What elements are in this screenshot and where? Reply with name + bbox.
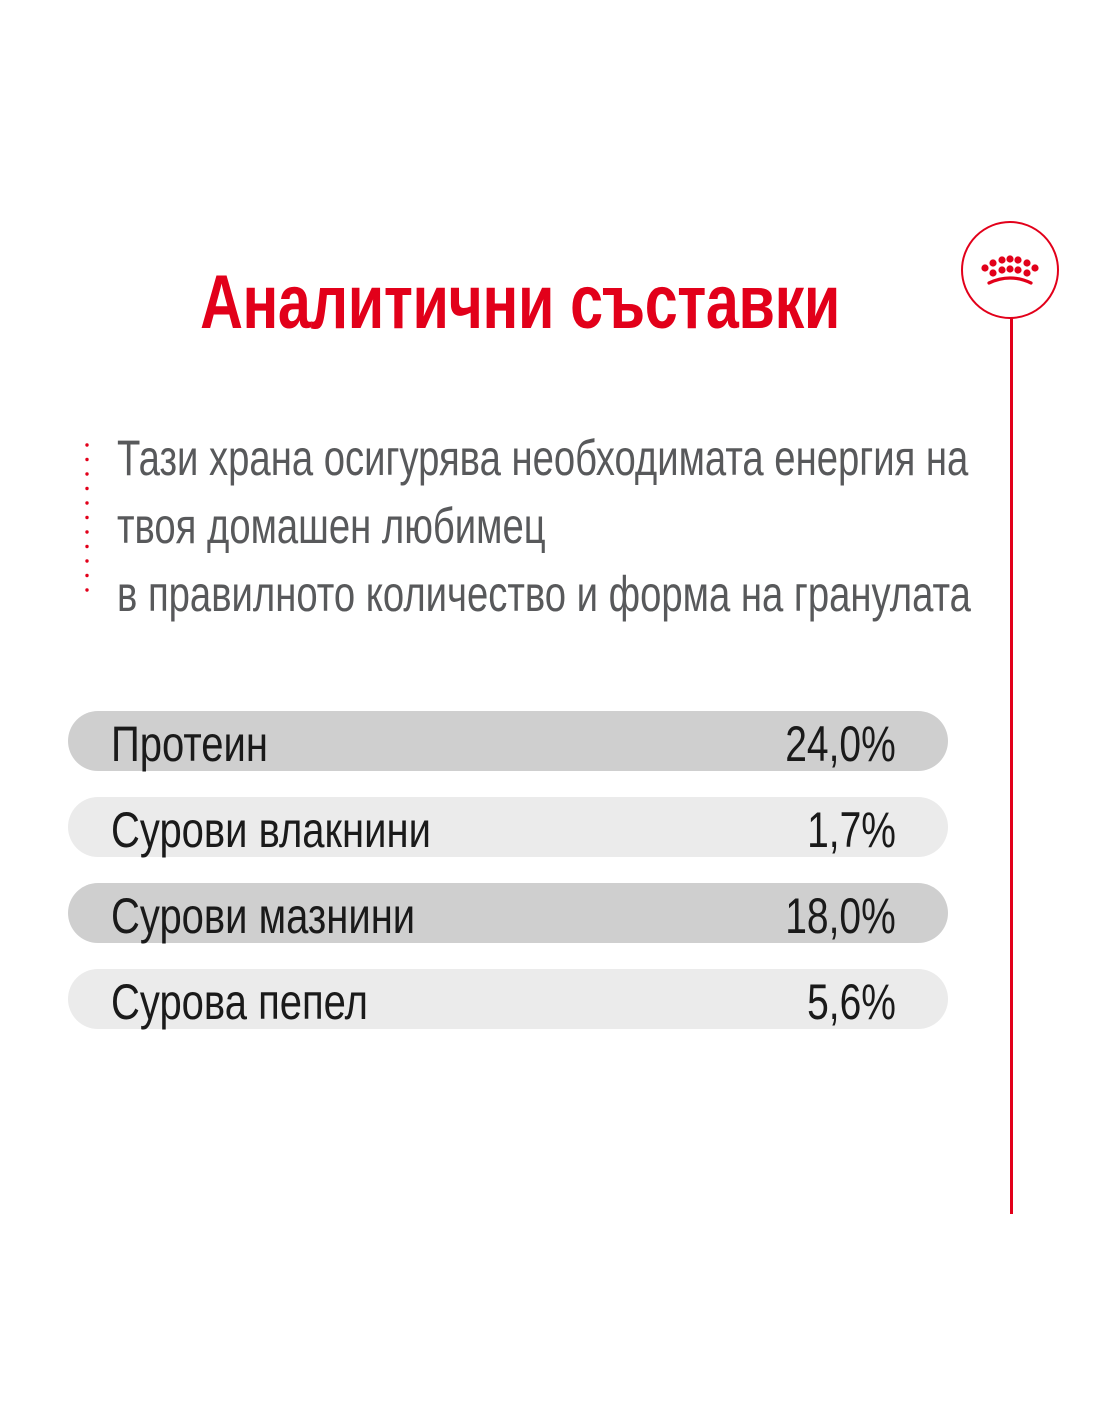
decorative-vertical-line xyxy=(1010,318,1013,1214)
nutrient-row-fiber: Сурови влакнини 1,7% xyxy=(68,797,948,858)
intro-line: твоя домашен любимец xyxy=(117,498,546,554)
nutrient-value: 1,7% xyxy=(807,802,896,858)
nutrient-label: Протеин xyxy=(111,716,268,772)
crown-icon xyxy=(981,255,1039,285)
nutrient-label: Сурови мазнини xyxy=(111,888,416,944)
intro-line: в правилното количество и форма на грану… xyxy=(117,566,971,622)
intro-line: Тази храна осигурява необходимата енерги… xyxy=(117,430,969,486)
nutrient-value: 5,6% xyxy=(807,974,896,1030)
page-title: Аналитични съставки xyxy=(200,260,840,345)
intro-text: Тази храна осигурява необходимата енерги… xyxy=(117,424,971,628)
nutrient-value: 24,0% xyxy=(785,716,896,772)
nutrient-value: 18,0% xyxy=(785,888,896,944)
dotted-divider xyxy=(85,443,89,592)
brand-logo xyxy=(961,221,1059,319)
nutrient-row-fat: Сурови мазнини 18,0% xyxy=(68,883,948,944)
nutrient-label: Сурови влакнини xyxy=(111,802,431,858)
nutrient-row-ash: Сурова пепел 5,6% xyxy=(68,969,948,1030)
nutrient-label: Сурова пепел xyxy=(111,974,368,1030)
nutrient-row-protein: Протеин 24,0% xyxy=(68,711,948,772)
